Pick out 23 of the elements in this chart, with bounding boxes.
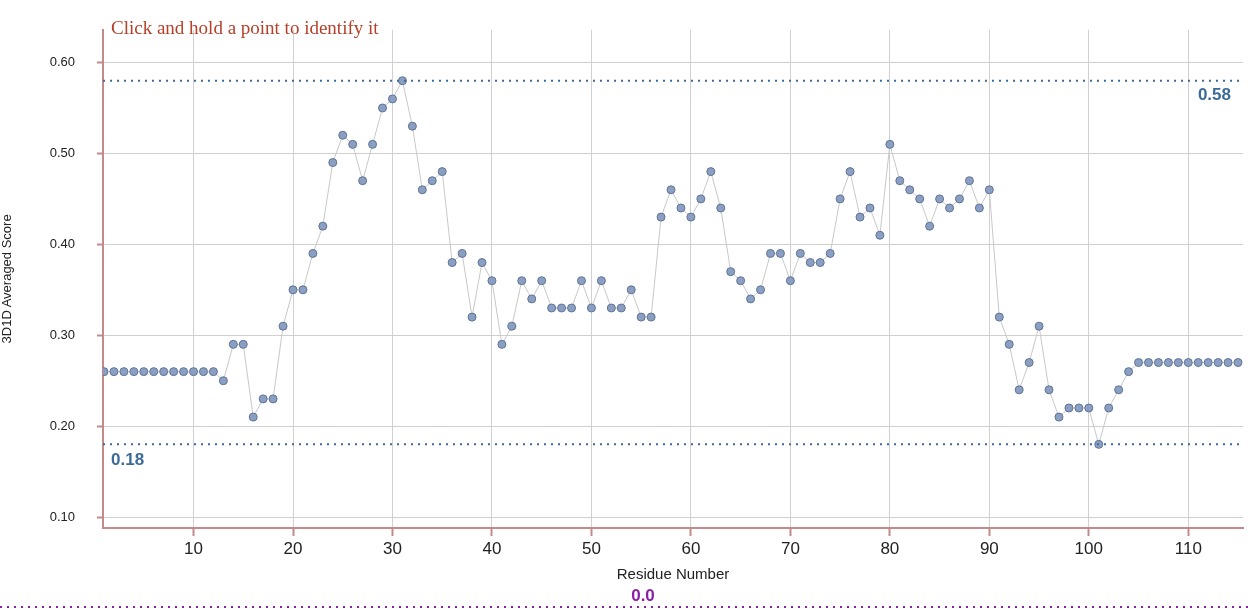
x-tick-label: 40 (482, 538, 502, 558)
y-tick-label: 0.60 (49, 54, 75, 70)
y-tick-label: 0.30 (49, 326, 75, 342)
x-tick-label: 90 (979, 538, 999, 558)
x-tick-label: 30 (383, 538, 402, 558)
x-tick-label: 60 (681, 538, 701, 558)
x-tick-label: 10 (184, 538, 203, 558)
x-axis-title: Residue Number (616, 565, 730, 583)
x-tick-label: 80 (880, 538, 900, 558)
ref-line-label: 0.58 (1197, 85, 1231, 105)
y-axis-title: 3D1D Averaged Score (0, 214, 15, 344)
y-tick-label: 0.10 (49, 508, 75, 524)
y-tick-label: 0.50 (49, 145, 75, 161)
x-tick-label: 70 (780, 538, 800, 558)
annotation: Click and hold a point to identify it (111, 17, 380, 39)
x-tick-label: 20 (283, 538, 303, 558)
ref-line-label: 0.18 (111, 450, 145, 470)
x-tick-label: 50 (581, 538, 601, 558)
x-tick-label: 110 (1174, 538, 1202, 558)
y-tick-label: 0.40 (49, 235, 75, 251)
ref-line-label: 0.0 (631, 585, 655, 605)
x-tick-label: 100 (1074, 538, 1103, 558)
y-tick-label: 0.20 (49, 417, 75, 433)
